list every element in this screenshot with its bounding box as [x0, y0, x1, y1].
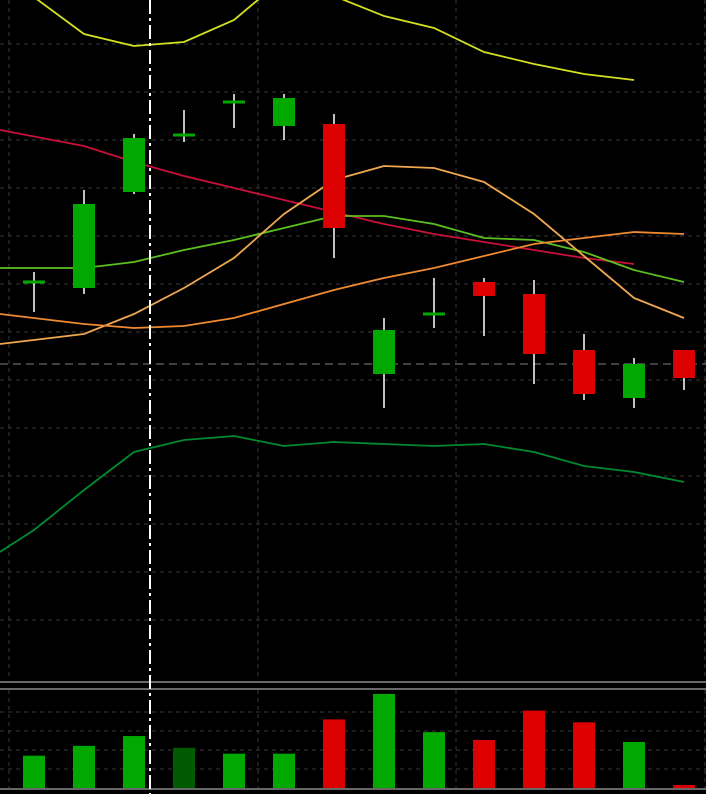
candlestick-series — [23, 94, 695, 408]
candle — [573, 334, 595, 400]
indicator-line-5 — [0, 231, 685, 329]
volume-bar — [673, 785, 695, 788]
candle — [323, 114, 345, 258]
volume-bar — [123, 736, 145, 788]
candle-body — [23, 280, 45, 284]
candle-body — [173, 133, 195, 137]
volume-bar — [23, 755, 45, 788]
volume-bar — [573, 722, 595, 788]
candle — [23, 272, 45, 312]
candle-body — [223, 100, 245, 104]
volume-bar — [523, 710, 545, 788]
candle — [273, 94, 295, 140]
volume-bar — [73, 745, 95, 788]
volume-bar — [323, 719, 345, 788]
indicator-line-1 — [36, 0, 635, 81]
candle — [123, 134, 145, 194]
volume-panel — [0, 681, 706, 790]
volume-bar — [173, 747, 195, 788]
candle — [623, 358, 645, 408]
candle-body — [573, 350, 595, 394]
volume-bar — [273, 753, 295, 788]
candle — [423, 278, 445, 328]
candle — [523, 280, 545, 384]
candle — [373, 318, 395, 408]
candle-body — [273, 98, 295, 126]
indicator-line-6 — [0, 435, 685, 553]
candle — [173, 110, 195, 142]
volume-bar — [223, 753, 245, 788]
candle — [73, 190, 95, 294]
candle-body — [623, 364, 645, 398]
candle — [473, 278, 495, 336]
candle-body — [123, 138, 145, 192]
indicator-line-4 — [0, 165, 685, 345]
candle-body — [73, 204, 95, 288]
volume-bar — [473, 739, 495, 788]
volume-bar — [423, 732, 445, 788]
candle-body — [423, 312, 445, 316]
volume-bar — [373, 693, 395, 788]
candle — [673, 350, 695, 390]
candle-body — [673, 350, 695, 378]
candle — [223, 94, 245, 128]
candle-body — [373, 330, 395, 374]
candle-body — [323, 124, 345, 228]
candle-body — [523, 294, 545, 354]
volume-bar — [623, 741, 645, 788]
candle-body — [473, 282, 495, 296]
